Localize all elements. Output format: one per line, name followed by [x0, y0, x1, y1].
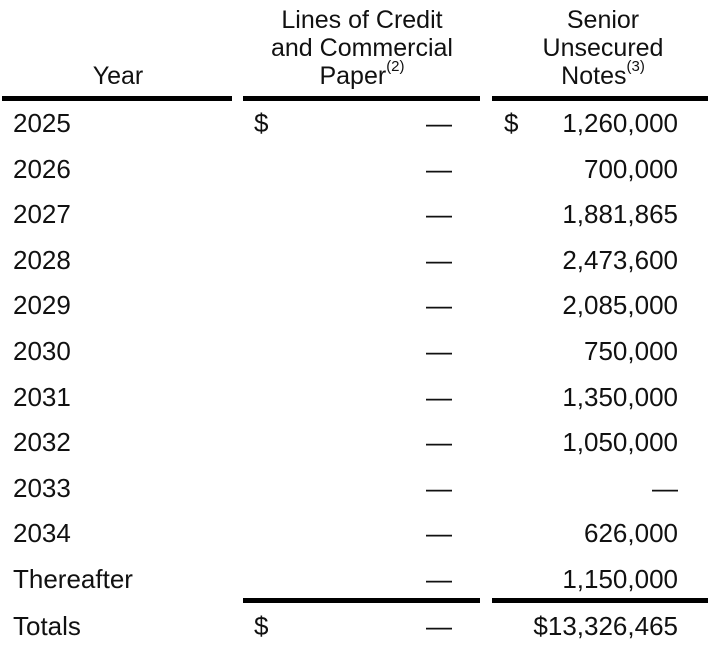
row-year: 2033: [13, 472, 71, 503]
header-rule-notes: [492, 96, 708, 101]
header-year-label: Year: [92, 62, 144, 90]
row-year: 2031: [13, 381, 71, 412]
row-year: 2030: [13, 336, 71, 366]
row-year: 2034: [13, 518, 71, 549]
row-notes-value: 750,000: [584, 336, 678, 366]
table-row: 2032 — 1,050,000: [0, 427, 712, 473]
row-credit-value: —: [426, 290, 452, 321]
row-notes-value: 1,881,865: [562, 199, 678, 230]
row-credit-value: —: [426, 153, 452, 184]
totals-notes-value: $13,326,465: [533, 611, 678, 641]
row-year: 2029: [13, 290, 71, 321]
row-credit-value: —: [426, 244, 452, 275]
header-notes-line-1: Senior: [566, 6, 640, 34]
table-row: 2030 — 750,000: [0, 336, 712, 382]
row-credit-value: —: [426, 472, 452, 503]
row-year: 2026: [13, 153, 71, 184]
header-notes-line-2: Unsecured: [542, 34, 664, 62]
row-credit-value: —: [426, 427, 452, 458]
row-notes-value: 1,050,000: [562, 427, 678, 458]
row-credit-value: —: [426, 381, 452, 412]
header-credit-line-3: Paper(2): [236, 59, 488, 90]
totals-credit-value: —: [426, 611, 452, 641]
row-notes-currency: $: [504, 108, 519, 138]
row-year: 2025: [13, 108, 71, 138]
table-row: 2025 $ — $1,260,000: [0, 108, 712, 154]
row-credit-value: —: [426, 564, 452, 594]
header-credit-line-3-text: Paper: [319, 62, 387, 90]
table-row: 2027 — 1,881,865: [0, 199, 712, 245]
table-row: 2031 — 1,350,000: [0, 382, 712, 428]
row-credit-value: —: [426, 518, 452, 549]
table-row: 2028 — 2,473,600: [0, 245, 712, 291]
row-year: 2032: [13, 427, 71, 458]
totals-label: Totals: [13, 611, 81, 641]
header-rule-year: [2, 96, 232, 101]
row-credit-value: —: [426, 336, 452, 366]
row-notes-value: 1,350,000: [562, 381, 678, 412]
totals-credit-currency: $: [254, 611, 269, 641]
footnote-marker-3: (3): [626, 58, 645, 75]
table-row: 2026 — 700,000: [0, 154, 712, 200]
row-notes-value: 2,473,600: [562, 244, 678, 275]
row-credit-currency: $: [254, 108, 269, 138]
totals-rule-notes: [492, 598, 708, 603]
header-senior-notes: Senior Unsecured Notes(3): [494, 6, 712, 90]
row-notes-value: 1,150,000: [562, 564, 678, 594]
row-year: 2028: [13, 244, 71, 275]
row-year: Thereafter: [13, 564, 133, 594]
header-rule-credit: [243, 96, 480, 101]
header-year: Year: [60, 62, 176, 90]
row-notes-value: 700,000: [584, 153, 678, 184]
table-row: 2033 — —: [0, 473, 712, 519]
table-row: 2034 — 626,000: [0, 518, 712, 564]
header-notes-line-3-text: Notes: [561, 62, 627, 90]
totals-rule-credit: [243, 598, 480, 603]
table-row: Thereafter — 1,150,000: [0, 564, 712, 610]
row-credit-value: —: [426, 108, 452, 138]
totals-row: Totals $ — $13,326,465: [0, 611, 712, 657]
header-credit-line-2: and Commercial: [270, 34, 453, 62]
row-notes-value: 1,260,000: [562, 108, 678, 138]
debt-maturity-table: Year Lines of Credit and Commercial Pape…: [0, 6, 712, 641]
row-notes-value: 2,085,000: [562, 290, 678, 321]
table-row: 2029 — 2,085,000: [0, 290, 712, 336]
row-notes-value: —: [652, 472, 678, 503]
row-credit-value: —: [426, 199, 452, 230]
header-credit-line-1: Lines of Credit: [281, 6, 443, 34]
header-notes-line-3: Notes(3): [494, 59, 712, 90]
row-year: 2027: [13, 199, 71, 230]
row-notes-value: 626,000: [584, 518, 678, 549]
footnote-marker-2: (2): [386, 58, 405, 75]
header-lines-of-credit: Lines of Credit and Commercial Paper(2): [236, 6, 488, 90]
